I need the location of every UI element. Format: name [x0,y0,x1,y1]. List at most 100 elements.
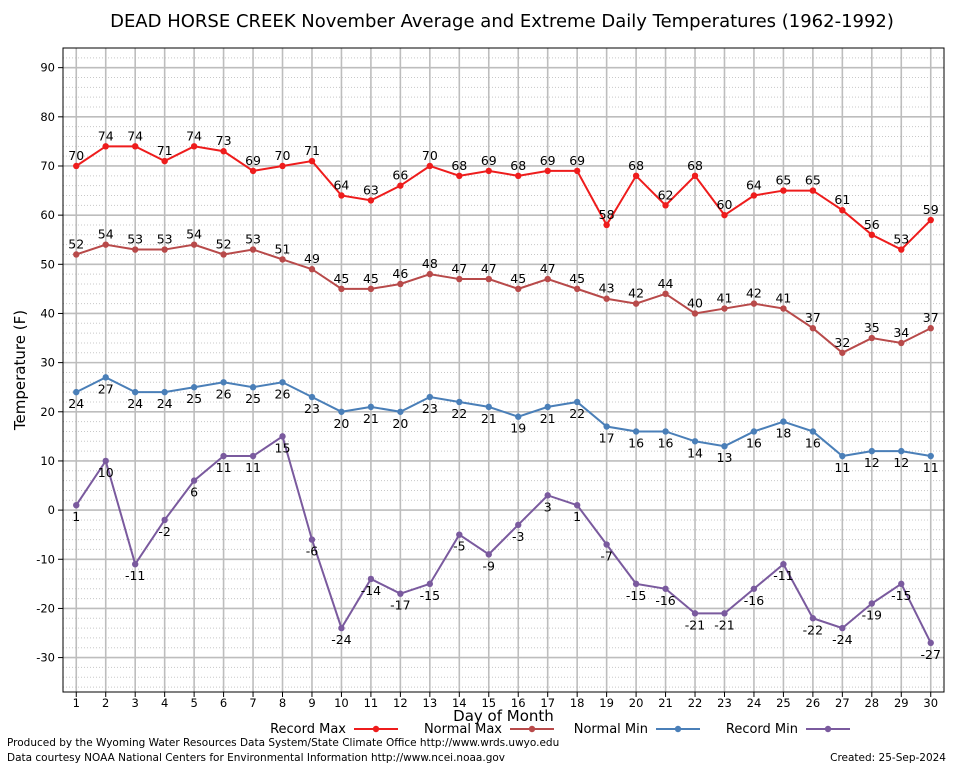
data-label-record-max: 74 [186,128,202,143]
data-point-normal-max [544,275,551,283]
data-point-record-max [603,221,610,229]
data-label-record-max: 53 [893,232,909,247]
data-point-record-max [249,167,257,175]
data-point-record-max [632,172,640,180]
data-label-normal-min: 20 [392,416,408,431]
data-label-record-min: -21 [714,617,734,632]
x-tick-label: 8 [279,696,286,710]
data-point-normal-max [632,300,640,307]
data-label-normal-max: 32 [834,335,850,350]
x-tick-label: 27 [835,696,850,710]
data-point-record-max [131,143,139,150]
data-point-normal-min [603,423,610,430]
data-label-normal-max: 41 [717,291,733,306]
data-label-normal-max: 34 [893,325,909,340]
x-tick-label: 5 [190,696,197,710]
data-label-normal-max: 47 [540,261,556,276]
data-point-record-min [102,457,109,465]
x-tick-label: 9 [308,696,315,710]
data-label-record-max: 64 [333,177,349,192]
data-point-normal-min [190,384,198,391]
legend-marker-normal-max [528,725,536,733]
data-label-record-max: 71 [304,143,320,158]
data-point-normal-min [456,398,463,406]
data-point-record-min [839,624,846,632]
data-point-record-min [308,536,316,543]
x-tick-label: 20 [629,696,644,710]
data-point-record-max [927,216,934,224]
x-tick-label: 18 [570,696,585,710]
data-point-normal-min [750,428,758,435]
legend-label-record-max: Record Max [270,722,346,737]
data-point-record-min [721,610,728,617]
data-point-normal-max [397,280,404,288]
data-label-normal-max: 45 [333,271,349,286]
data-label-record-min: 1 [72,509,80,524]
data-point-normal-min [249,384,257,391]
data-point-normal-min [515,413,522,420]
data-label-normal-min: 22 [451,406,467,421]
data-label-normal-max: 53 [127,232,143,247]
data-label-normal-max: 45 [363,271,379,286]
data-label-normal-min: 19 [510,421,526,436]
y-tick-label: 70 [40,159,55,173]
data-point-normal-max [161,246,168,253]
x-tick-label: 3 [132,696,139,710]
data-label-normal-max: 49 [304,251,320,266]
data-point-record-max [809,187,817,194]
x-tick-label: 15 [481,696,496,710]
x-tick-label: 23 [717,696,732,710]
y-tick-label: 20 [40,405,55,419]
data-label-normal-min: 26 [275,386,291,401]
data-label-record-min: 15 [275,440,291,455]
data-point-record-min [249,452,257,460]
data-label-record-min: -14 [361,583,381,598]
data-label-record-min: -24 [331,632,351,647]
data-label-normal-min: 25 [245,391,261,406]
legend-item-record-min: Record Min [726,722,850,737]
data-label-normal-min: 11 [923,460,939,475]
data-label-normal-max: 42 [746,286,762,301]
data-label-record-min: 10 [98,465,114,480]
data-label-normal-max: 45 [569,271,585,286]
x-tick-label: 11 [364,696,379,710]
data-point-normal-min [721,442,728,450]
data-point-record-min [131,560,139,568]
data-point-record-max [662,202,669,209]
data-label-normal-min: 27 [98,381,114,396]
data-point-normal-min [839,452,846,460]
data-point-record-max [397,182,404,189]
data-label-record-min: 3 [544,499,552,514]
data-point-record-min [780,560,787,568]
data-label-normal-max: 40 [687,295,703,310]
data-label-normal-min: 22 [569,406,585,421]
data-label-record-min: -6 [306,544,319,559]
data-point-normal-min [632,428,640,435]
data-point-record-min [367,575,375,583]
data-label-normal-min: 26 [216,386,232,401]
data-point-record-max [73,162,80,170]
data-point-record-min [750,585,758,592]
data-point-normal-max [515,285,522,293]
data-point-record-min [603,541,610,548]
data-label-record-max: 71 [157,143,173,158]
data-point-normal-min [73,388,80,396]
data-point-normal-max [102,241,109,248]
data-label-record-min: 11 [245,460,261,475]
y-tick-label: 90 [40,61,55,75]
data-label-normal-max: 42 [628,286,644,301]
data-point-record-min [338,624,345,632]
y-tick-label: 50 [40,257,55,271]
data-label-record-max: 56 [864,217,880,232]
data-point-record-min [927,639,934,647]
data-point-normal-min [161,388,168,396]
data-label-record-max: 58 [599,207,615,222]
x-tick-label: 26 [806,696,821,710]
data-label-normal-max: 52 [216,236,232,251]
data-label-record-max: 70 [68,148,84,163]
data-point-record-min [485,551,492,558]
chart-title: DEAD HORSE CREEK November Average and Ex… [110,11,894,32]
series-line-normal-max [75,243,932,354]
data-point-record-min [868,600,876,607]
